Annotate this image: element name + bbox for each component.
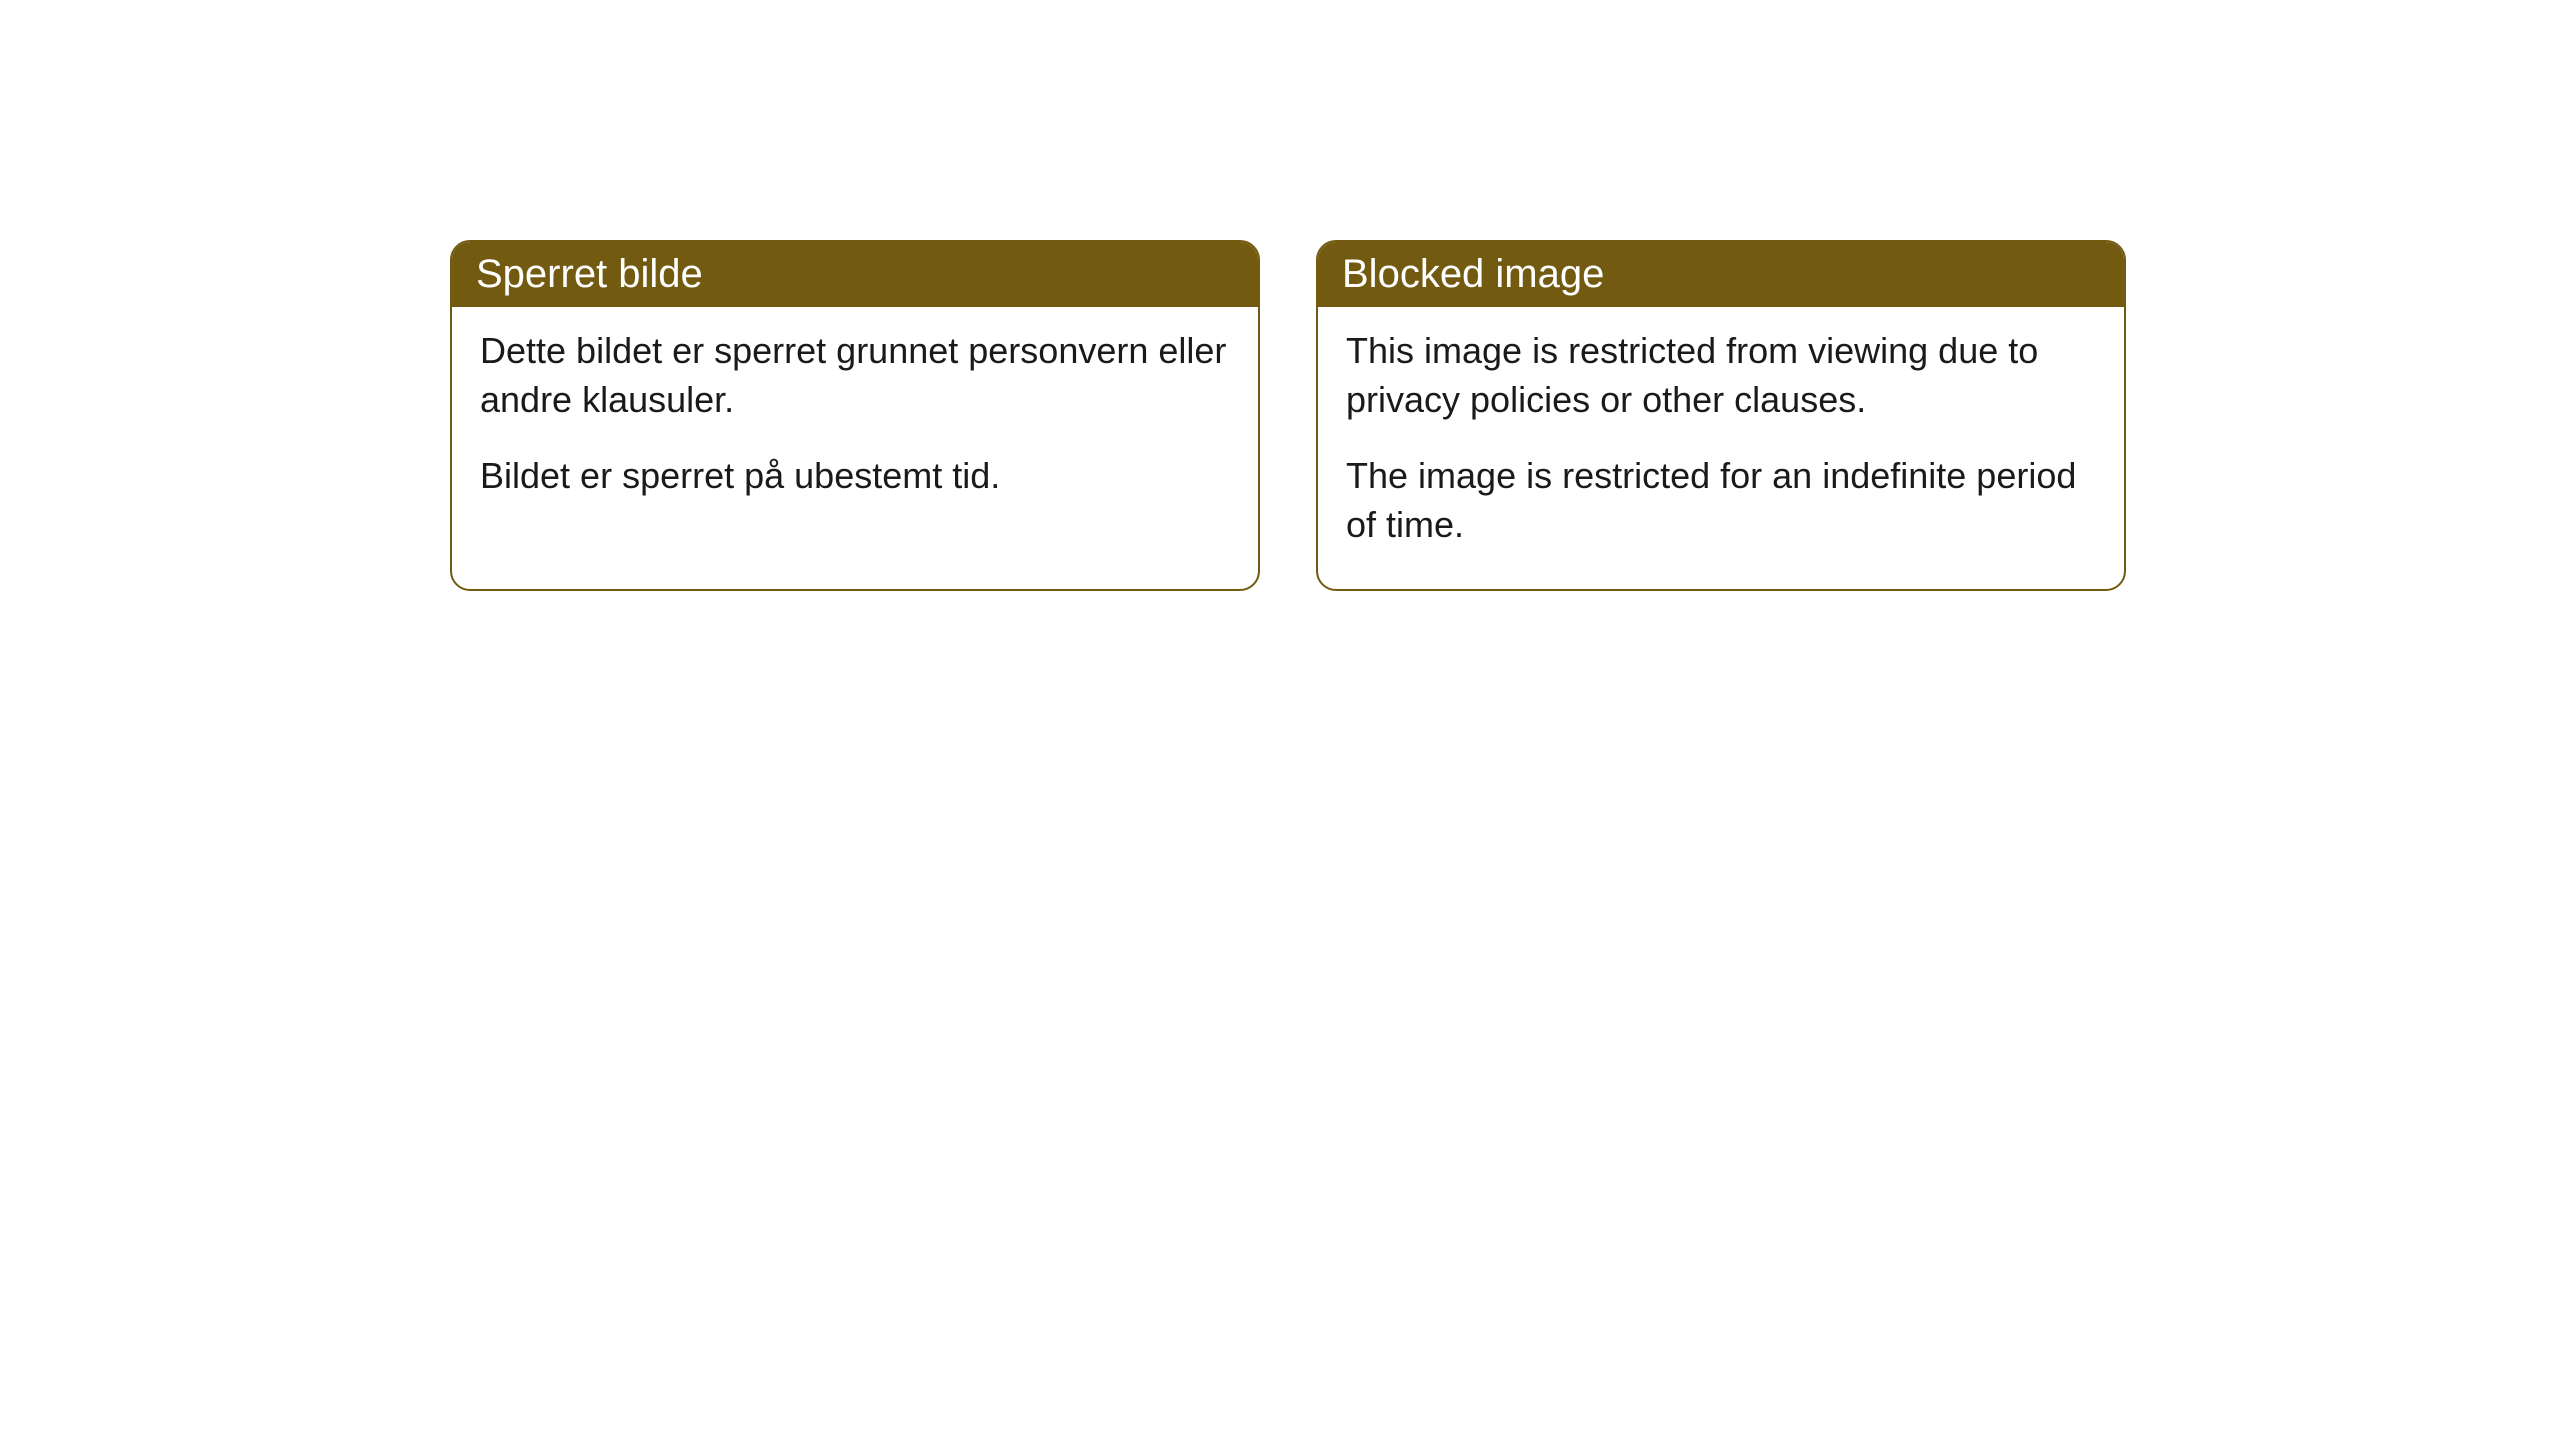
card-body-english: This image is restricted from viewing du… <box>1318 307 2124 589</box>
card-title: Blocked image <box>1342 252 1604 296</box>
card-header-english: Blocked image <box>1318 242 2124 307</box>
notice-card-norwegian: Sperret bilde Dette bildet er sperret gr… <box>450 240 1260 591</box>
card-paragraph-2: The image is restricted for an indefinit… <box>1346 452 2096 549</box>
card-header-norwegian: Sperret bilde <box>452 242 1258 307</box>
notice-card-english: Blocked image This image is restricted f… <box>1316 240 2126 591</box>
card-paragraph-1: Dette bildet er sperret grunnet personve… <box>480 327 1230 424</box>
card-title: Sperret bilde <box>476 252 703 296</box>
card-paragraph-2: Bildet er sperret på ubestemt tid. <box>480 452 1230 501</box>
card-paragraph-1: This image is restricted from viewing du… <box>1346 327 2096 424</box>
card-body-norwegian: Dette bildet er sperret grunnet personve… <box>452 307 1258 541</box>
notice-cards-container: Sperret bilde Dette bildet er sperret gr… <box>450 240 2560 591</box>
